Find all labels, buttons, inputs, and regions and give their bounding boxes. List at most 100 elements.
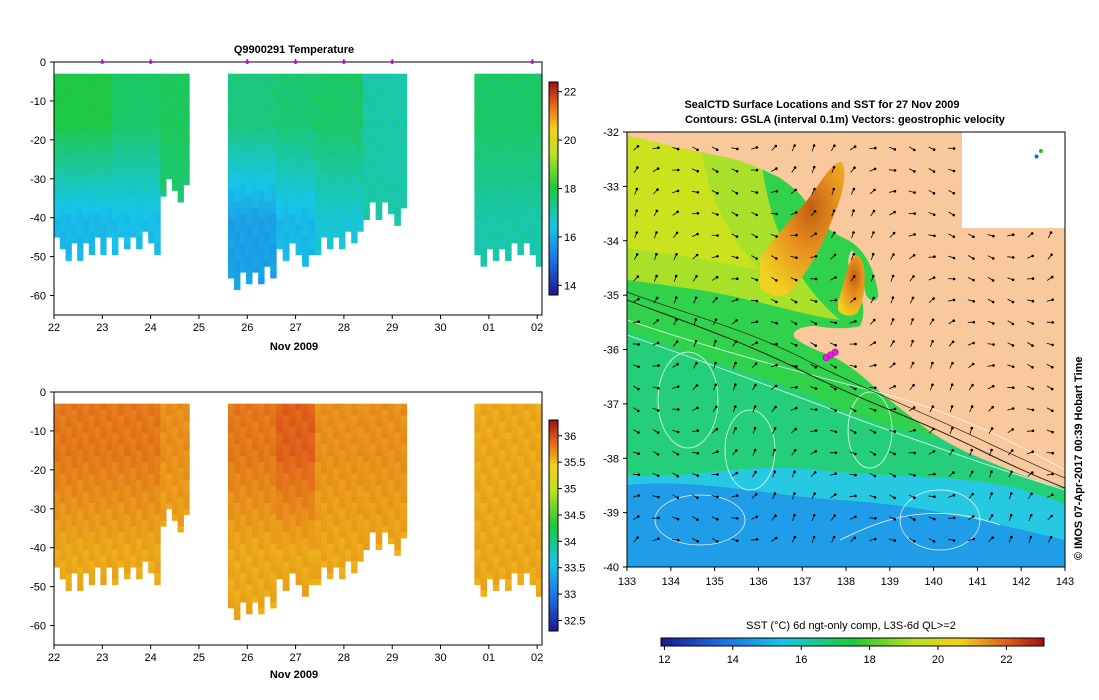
profile-cell [59,102,66,110]
profile-cell [111,126,119,133]
profile-cell [77,444,84,451]
profile-cell [486,572,494,580]
profile-cell [183,462,190,469]
profile-cell [351,403,358,410]
profile-cell [71,432,78,440]
profile-cell [111,444,119,451]
profile-cell [233,572,241,580]
profile-cell [258,73,265,80]
map-x-tick-label: 138 [837,576,855,588]
ocean-sst-blue [627,483,1065,567]
profile-cell [177,108,184,115]
profile-cell [486,237,494,244]
velocity-vector-head [657,146,660,150]
profile-cell [160,514,167,521]
profile-cell [136,126,143,133]
profile-cell [183,491,190,498]
profile-cell [480,532,488,539]
velocity-vector-head [694,318,698,321]
profile-cell [357,202,364,209]
profile-cell [252,85,259,92]
profile-cell [154,555,161,562]
profile-cell [474,102,481,110]
profile-cell [136,467,143,475]
profile-cell [375,108,383,115]
profile-cell [136,520,143,527]
profile-cell [246,403,253,410]
profile-cell [154,514,161,521]
profile-cell [357,450,364,457]
profile-cell [71,85,78,92]
profile-cell [523,114,531,121]
profile-cell [357,467,364,475]
profile-cell [295,491,303,498]
profile-cell [82,491,90,498]
profile-cell [357,97,364,104]
profile-cell [183,73,190,80]
profile-cell [388,102,395,110]
velocity-vector-head [952,319,955,323]
profile-cell [88,526,95,533]
profile-cell [369,444,377,451]
profile-cell [233,167,241,174]
temperature-colorbar [548,81,559,296]
velocity-vector-head [1031,429,1035,433]
profile-cell [314,79,322,86]
profile-cell [166,108,173,115]
profile-cell [177,161,184,168]
velocity-vector-head [952,539,956,542]
profile-cell [136,231,143,238]
profile-cell [276,537,284,545]
profile-cell [505,207,512,215]
profile-cell [282,207,290,215]
profile-cell [535,132,543,139]
profile-cell [394,427,401,434]
profile-cell [282,578,290,586]
profile-cell [363,114,370,121]
profile-cell [227,584,235,591]
profile-cell [100,537,107,545]
profile-cell [320,149,328,156]
profile-cell [264,555,271,562]
profile-cell [498,432,506,440]
profile-column [363,73,408,226]
profile-cell [486,242,494,250]
profile-cell [240,578,247,586]
velocity-vector-head [911,339,914,343]
map-x-tick-label: 135 [705,576,723,588]
profile-cell [535,590,543,597]
profile-cell [177,485,184,492]
profile-cell [54,427,61,434]
profile-cell [136,549,143,556]
profile-cell [295,427,303,434]
profile-cell [171,462,179,469]
profile-cell [82,231,90,238]
profile-cell [511,473,518,480]
profile-cell [357,126,364,133]
profile-cell [333,219,340,226]
profile-cell [535,126,543,133]
profile-cell [529,555,537,562]
velocity-vector-head [696,518,699,521]
profile-cell [375,473,383,480]
profile-cell [270,91,277,98]
profile-cell [326,555,334,562]
profile-cell [136,120,143,127]
profile-cell [142,432,149,440]
profile-cell [106,456,113,463]
profile-cell [523,202,531,209]
profile-cell [88,120,95,127]
profile-cell [505,237,512,244]
profile-cell [111,190,119,197]
profile-cell [492,102,500,110]
profile-cell [166,126,173,133]
profile-cell [498,143,506,150]
profile-cell [252,561,259,568]
profile-cell [295,207,303,215]
profile-cell [523,502,531,510]
profile-cell [183,485,190,492]
profile-cell [357,178,364,186]
profile-cell [394,172,401,180]
profile-cell [65,248,72,256]
profile-cell [333,213,340,221]
